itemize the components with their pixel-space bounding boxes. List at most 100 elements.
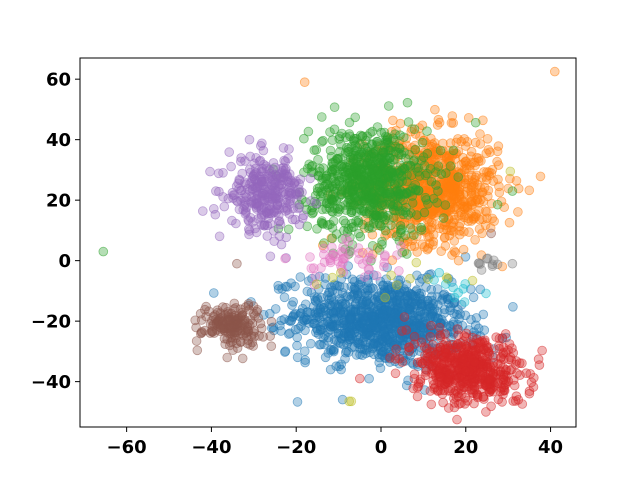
scatter-point [452,414,462,425]
scatter-point [359,141,369,152]
scatter-point [244,216,254,227]
scatter-point [419,160,430,171]
scatter-point [338,215,349,226]
outlier-point [232,258,242,269]
scatter-point [534,360,545,370]
scatter-point [335,329,346,339]
scatter-point [458,381,469,392]
scatter-point [401,325,412,335]
scatter-point [353,228,364,239]
scatter-point [340,167,351,177]
scatter-point [292,397,303,407]
scatter-point [444,230,455,241]
scatter-point [504,339,515,349]
scatter-point [504,217,515,228]
scatter-point [286,189,296,199]
points-layer [98,66,560,425]
scatter-point [311,279,322,290]
scatter-point [391,280,402,291]
scatter-point [469,382,480,392]
scatter-point [409,124,420,134]
scatter-point [294,187,305,197]
scatter-point [346,207,357,218]
scatter-point [305,252,315,262]
scatter-point [209,204,219,214]
scatter-point [493,341,504,351]
scatter-point [372,301,382,312]
y-tick-label: 60 [46,70,71,91]
scatter-point [419,342,430,352]
scatter-point [417,137,428,148]
scatter-point [280,347,290,357]
scatter-point [310,271,321,282]
scatter-point [283,224,294,235]
scatter-point [412,391,423,402]
scatter-point [492,156,502,167]
scatter-point [379,257,390,268]
scatter-point [283,329,294,339]
scatter-point [265,219,276,229]
scatter-point [412,357,423,368]
scatter-point [209,288,219,298]
scatter-point [344,194,355,205]
scatter-point [327,272,338,283]
scatter-point [393,178,404,188]
scatter-point [374,352,385,363]
scatter-point [346,304,357,315]
scatter-point [470,137,481,148]
scatter-point [476,265,487,275]
scatter-point [377,200,387,211]
scatter-point [470,320,481,331]
scatter-point [231,218,241,229]
scatter-point [419,242,430,252]
scatter-point [356,206,367,216]
scatter-point [255,318,266,329]
scatter-point [244,134,255,145]
scatter-point [237,353,248,364]
scatter-point [396,241,406,252]
scatter-point [302,221,313,232]
scatter-point [335,146,345,157]
scatter-point [477,370,488,381]
scatter-point [449,292,460,303]
scatter-point [331,361,342,372]
outlier-point [486,228,497,239]
scatter-point [468,292,479,303]
scatter-point [435,145,446,156]
scatter-point [462,395,473,406]
scatter-point [369,152,380,162]
x-tick-label: 40 [538,437,563,458]
scatter-point [409,230,419,240]
scatter-point [424,231,435,242]
scatter-point [432,313,443,323]
scatter-point [357,174,368,185]
scatter-point [445,369,456,379]
scatter-point [430,356,441,366]
scatter-point [219,201,230,212]
scatter-point [329,313,339,324]
scatter-point [371,270,382,281]
scatter-point [466,151,476,162]
scatter-point [327,250,338,260]
scatter-point [335,267,346,278]
scatter-point [448,118,459,128]
scatter-point [364,373,374,384]
scatter-point [440,200,451,210]
scatter-point [302,286,313,297]
scatter-point [304,318,314,328]
scatter-point [294,219,305,230]
scatter-point [475,129,485,139]
scatter-point [480,206,491,216]
scatter-point [262,231,273,241]
scatter-point [282,171,292,182]
y-tick-label: 0 [58,251,71,272]
scatter-point [409,241,420,252]
scatter-point [273,284,284,294]
scatter-point [346,313,357,323]
scatter-point [359,329,370,340]
scatter-point [484,342,494,353]
scatter-point [443,403,454,413]
scatter-point [411,257,422,268]
scatter-point [416,225,427,235]
scatter-point [479,325,490,336]
